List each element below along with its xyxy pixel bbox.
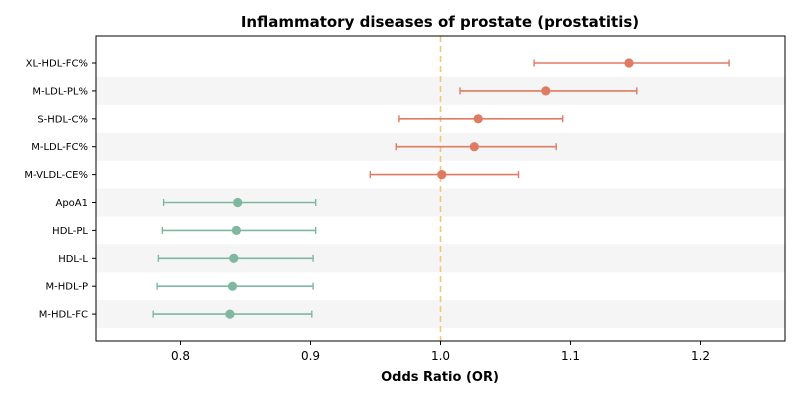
x-tick-label: 0.8 <box>171 349 190 363</box>
chart-title: Inflammatory diseases of prostate (prost… <box>241 13 639 31</box>
y-tick-label: XL-HDL-FC% <box>26 59 88 70</box>
y-tick-label: M-VLDL-CE% <box>24 170 88 181</box>
x-tick-label: 0.9 <box>301 349 320 363</box>
x-tick-label: 1.2 <box>691 349 710 363</box>
x-tick-label: 1.1 <box>561 349 580 363</box>
or-point <box>227 281 238 291</box>
x-axis-label: Odds Ratio (OR) <box>381 370 499 385</box>
or-point <box>541 86 551 96</box>
y-tick-label: M-LDL-FC% <box>31 142 88 153</box>
or-point <box>233 197 243 208</box>
data-points <box>152 58 730 319</box>
y-tick-label: S-HDL-C% <box>37 114 88 125</box>
or-point <box>225 309 235 319</box>
or-point <box>473 114 483 124</box>
or-point <box>231 225 241 235</box>
or-point <box>229 253 239 263</box>
or-point <box>624 58 634 68</box>
x-axis: 0.8 0.9 1.0 1.1 1.2 <box>171 341 710 363</box>
x-tick-label: 1.0 <box>431 349 450 363</box>
y-tick-label: M-LDL-PL% <box>32 86 88 97</box>
or-point <box>437 170 447 180</box>
y-tick-label: ApoA1 <box>55 198 88 209</box>
y-tick-label: HDL-PL <box>52 226 88 237</box>
y-tick-label: M-HDL-FC <box>39 310 88 321</box>
y-tick-label: HDL-L <box>58 254 88 265</box>
y-tick-label: M-HDL-P <box>46 282 89 293</box>
y-axis: XL-HDL-FC% M-LDL-PL% S-HDL-C% M-LDL-FC% M-VL… <box>24 59 96 321</box>
or-point <box>469 142 479 152</box>
